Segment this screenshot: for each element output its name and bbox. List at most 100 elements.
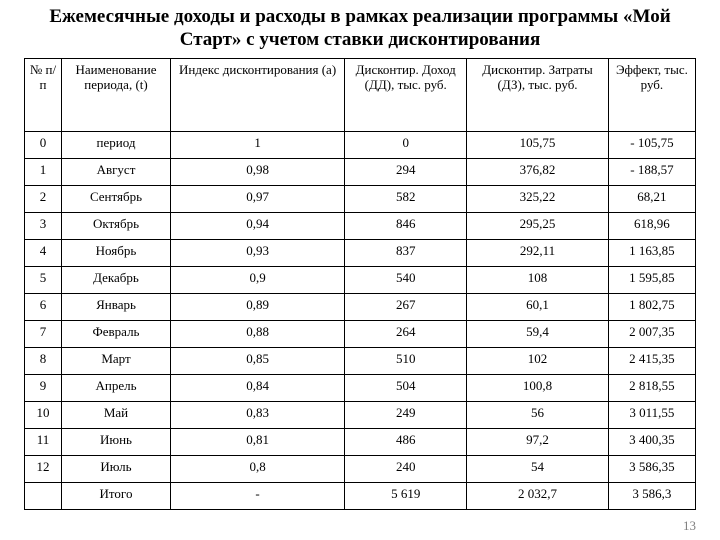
table-row: Итого-5 6192 032,73 586,3 [25,482,696,509]
cell: 0,94 [170,212,344,239]
cell: - [170,482,344,509]
cell: 105,75 [467,131,609,158]
cell: 0,83 [170,401,344,428]
cell: 1 163,85 [608,239,695,266]
document-page: Ежемесячные доходы и расходы в рамках ре… [0,0,720,540]
cell: 267 [345,293,467,320]
cell: 12 [25,455,62,482]
cell: 837 [345,239,467,266]
cell: 0,97 [170,185,344,212]
cell: 6 [25,293,62,320]
col-header: Индекс дисконтирования (а) [170,58,344,131]
table-row: 12Июль0,8240543 586,35 [25,455,696,482]
cell: 295,25 [467,212,609,239]
discount-table: № п/п Наименование периода, (t) Индекс д… [24,58,696,510]
cell: 846 [345,212,467,239]
page-title: Ежемесячные доходы и расходы в рамках ре… [24,6,696,52]
cell: 240 [345,455,467,482]
cell: 0,85 [170,347,344,374]
cell: 59,4 [467,320,609,347]
cell: 1 [25,158,62,185]
cell: 618,96 [608,212,695,239]
page-number: 13 [683,518,696,534]
cell: 108 [467,266,609,293]
cell: Сентябрь [62,185,171,212]
cell: Март [62,347,171,374]
cell: 3 586,3 [608,482,695,509]
cell: 0,84 [170,374,344,401]
table-row: 6Январь0,8926760,11 802,75 [25,293,696,320]
cell: 249 [345,401,467,428]
cell: 3 400,35 [608,428,695,455]
cell: 2 415,35 [608,347,695,374]
cell [25,482,62,509]
table-head: № п/п Наименование периода, (t) Индекс д… [25,58,696,131]
cell: 582 [345,185,467,212]
cell: 0,81 [170,428,344,455]
cell: 3 586,35 [608,455,695,482]
cell: 0 [25,131,62,158]
cell: Декабрь [62,266,171,293]
cell: 0,8 [170,455,344,482]
cell: 325,22 [467,185,609,212]
cell: 2 032,7 [467,482,609,509]
cell: - 188,57 [608,158,695,185]
cell: Июль [62,455,171,482]
cell: 9 [25,374,62,401]
cell: 3 011,55 [608,401,695,428]
table-row: 2Сентябрь0,97582325,2268,21 [25,185,696,212]
table-row: 1Август0,98294376,82- 188,57 [25,158,696,185]
cell: 264 [345,320,467,347]
table-row: 7Февраль0,8826459,42 007,35 [25,320,696,347]
col-header: Дисконтир. Затраты (ДЗ), тыс. руб. [467,58,609,131]
cell: 4 [25,239,62,266]
cell: 0,9 [170,266,344,293]
table-row: 8Март0,855101022 415,35 [25,347,696,374]
cell: 510 [345,347,467,374]
cell: Ноябрь [62,239,171,266]
table-body: 0период10105,75- 105,75 1Август0,9829437… [25,131,696,509]
cell: Июнь [62,428,171,455]
cell: 0 [345,131,467,158]
cell: 0,98 [170,158,344,185]
cell: 102 [467,347,609,374]
cell: 1 802,75 [608,293,695,320]
cell: 1 [170,131,344,158]
cell: - 105,75 [608,131,695,158]
cell: 68,21 [608,185,695,212]
cell: 504 [345,374,467,401]
cell: 2 [25,185,62,212]
cell: 54 [467,455,609,482]
cell: 2 818,55 [608,374,695,401]
col-header: Дисконтир. Доход (ДД), тыс. руб. [345,58,467,131]
cell: 486 [345,428,467,455]
cell: 3 [25,212,62,239]
cell: 56 [467,401,609,428]
cell: Январь [62,293,171,320]
cell: Апрель [62,374,171,401]
table-header-row: № п/п Наименование периода, (t) Индекс д… [25,58,696,131]
cell: 2 007,35 [608,320,695,347]
cell: Итого [62,482,171,509]
cell: 0,93 [170,239,344,266]
cell: 0,88 [170,320,344,347]
cell: Август [62,158,171,185]
cell: 292,11 [467,239,609,266]
col-header: Наименование периода, (t) [62,58,171,131]
table-row: 10Май0,83249563 011,55 [25,401,696,428]
cell: 5 619 [345,482,467,509]
cell: Май [62,401,171,428]
col-header: № п/п [25,58,62,131]
cell: 8 [25,347,62,374]
cell: 60,1 [467,293,609,320]
cell: 7 [25,320,62,347]
table-row: 5Декабрь0,95401081 595,85 [25,266,696,293]
col-header: Эффект, тыс. руб. [608,58,695,131]
cell: 540 [345,266,467,293]
cell: 1 595,85 [608,266,695,293]
table-row: 0период10105,75- 105,75 [25,131,696,158]
table-row: 4Ноябрь0,93837292,111 163,85 [25,239,696,266]
table-row: 3Октябрь0,94846295,25618,96 [25,212,696,239]
cell: период [62,131,171,158]
cell: 100,8 [467,374,609,401]
